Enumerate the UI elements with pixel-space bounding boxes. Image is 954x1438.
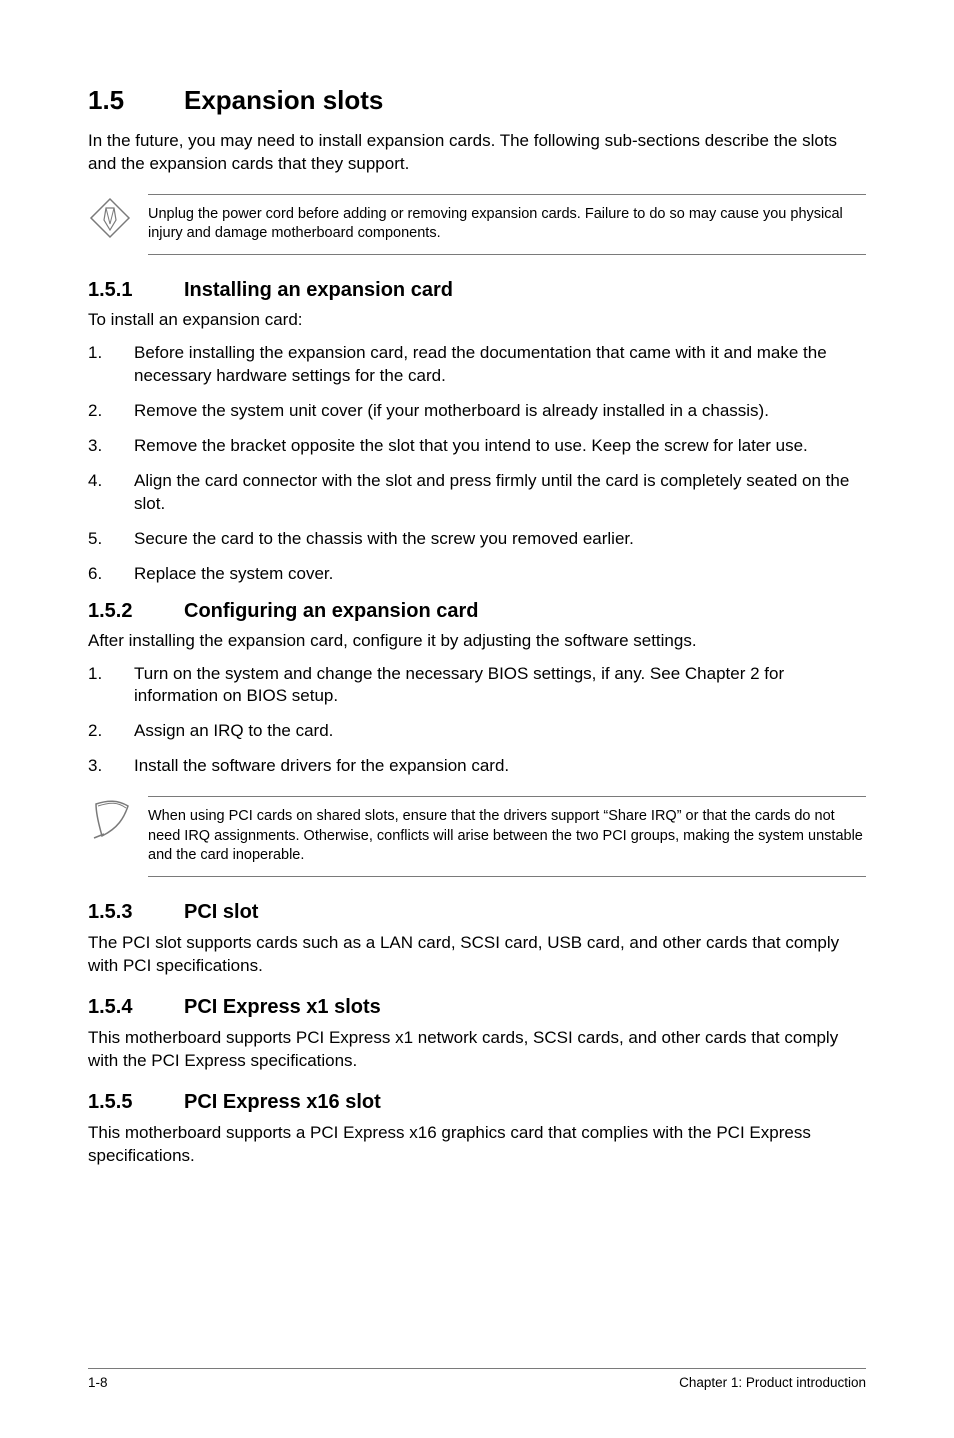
step-text: Turn on the system and change the necess… bbox=[134, 663, 866, 709]
step-number: 2. bbox=[88, 720, 134, 743]
step-text: Remove the bracket opposite the slot tha… bbox=[134, 435, 866, 458]
chapter-label: Chapter 1: Product introduction bbox=[679, 1375, 866, 1390]
subsection-title: PCI slot bbox=[184, 901, 258, 924]
subsection-title: Installing an expansion card bbox=[184, 279, 453, 302]
note-text: When using PCI cards on shared slots, en… bbox=[148, 796, 866, 877]
subsection-heading: 1.5.2 Configuring an expansion card bbox=[88, 600, 866, 623]
subsection-title: PCI Express x16 slot bbox=[184, 1091, 381, 1114]
section-heading: 1.5 Expansion slots bbox=[88, 85, 866, 116]
list-item: 6.Replace the system cover. bbox=[88, 563, 866, 586]
subsection-number: 1.5.1 bbox=[88, 279, 184, 302]
subsection-intro: To install an expansion card: bbox=[88, 310, 866, 330]
step-text: Install the software drivers for the exp… bbox=[134, 755, 866, 778]
list-item: 3.Remove the bracket opposite the slot t… bbox=[88, 435, 866, 458]
warning-text: Unplug the power cord before adding or r… bbox=[148, 194, 866, 255]
section-number: 1.5 bbox=[88, 85, 184, 116]
page: 1.5 Expansion slots In the future, you m… bbox=[0, 0, 954, 1438]
step-text: Align the card connector with the slot a… bbox=[134, 470, 866, 516]
subsection-title: PCI Express x1 slots bbox=[184, 996, 381, 1019]
subsection-heading: 1.5.5 PCI Express x16 slot bbox=[88, 1091, 866, 1114]
list-item: 1.Before installing the expansion card, … bbox=[88, 342, 866, 388]
subsection-number: 1.5.3 bbox=[88, 901, 184, 924]
step-number: 3. bbox=[88, 435, 134, 458]
list-item: 3.Install the software drivers for the e… bbox=[88, 755, 866, 778]
warning-icon bbox=[88, 194, 148, 245]
subsection-heading: 1.5.1 Installing an expansion card bbox=[88, 279, 866, 302]
step-text: Remove the system unit cover (if your mo… bbox=[134, 400, 866, 423]
note-callout: When using PCI cards on shared slots, en… bbox=[88, 796, 866, 877]
step-number: 1. bbox=[88, 342, 134, 388]
step-text: Assign an IRQ to the card. bbox=[134, 720, 866, 743]
section-intro: In the future, you may need to install e… bbox=[88, 130, 866, 176]
steps-list: 1.Turn on the system and change the nece… bbox=[88, 663, 866, 779]
list-item: 2.Assign an IRQ to the card. bbox=[88, 720, 866, 743]
subsection-body: This motherboard supports PCI Express x1… bbox=[88, 1027, 866, 1073]
step-number: 6. bbox=[88, 563, 134, 586]
step-number: 4. bbox=[88, 470, 134, 516]
step-text: Replace the system cover. bbox=[134, 563, 866, 586]
list-item: 4.Align the card connector with the slot… bbox=[88, 470, 866, 516]
note-icon bbox=[88, 796, 148, 847]
page-footer: 1-8 Chapter 1: Product introduction bbox=[88, 1368, 866, 1390]
step-text: Before installing the expansion card, re… bbox=[134, 342, 866, 388]
list-item: 2.Remove the system unit cover (if your … bbox=[88, 400, 866, 423]
step-number: 1. bbox=[88, 663, 134, 709]
subsection-number: 1.5.4 bbox=[88, 996, 184, 1019]
list-item: 5.Secure the card to the chassis with th… bbox=[88, 528, 866, 551]
subsection-intro: After installing the expansion card, con… bbox=[88, 631, 866, 651]
subsection-heading: 1.5.4 PCI Express x1 slots bbox=[88, 996, 866, 1019]
subsection-number: 1.5.5 bbox=[88, 1091, 184, 1114]
subsection-heading: 1.5.3 PCI slot bbox=[88, 901, 866, 924]
section-title: Expansion slots bbox=[184, 85, 383, 116]
warning-callout: Unplug the power cord before adding or r… bbox=[88, 194, 866, 255]
step-number: 2. bbox=[88, 400, 134, 423]
step-text: Secure the card to the chassis with the … bbox=[134, 528, 866, 551]
subsection-title: Configuring an expansion card bbox=[184, 600, 478, 623]
step-number: 5. bbox=[88, 528, 134, 551]
page-number: 1-8 bbox=[88, 1375, 108, 1390]
step-number: 3. bbox=[88, 755, 134, 778]
subsection-body: This motherboard supports a PCI Express … bbox=[88, 1122, 866, 1168]
list-item: 1.Turn on the system and change the nece… bbox=[88, 663, 866, 709]
steps-list: 1.Before installing the expansion card, … bbox=[88, 342, 866, 586]
subsection-number: 1.5.2 bbox=[88, 600, 184, 623]
subsection-body: The PCI slot supports cards such as a LA… bbox=[88, 932, 866, 978]
